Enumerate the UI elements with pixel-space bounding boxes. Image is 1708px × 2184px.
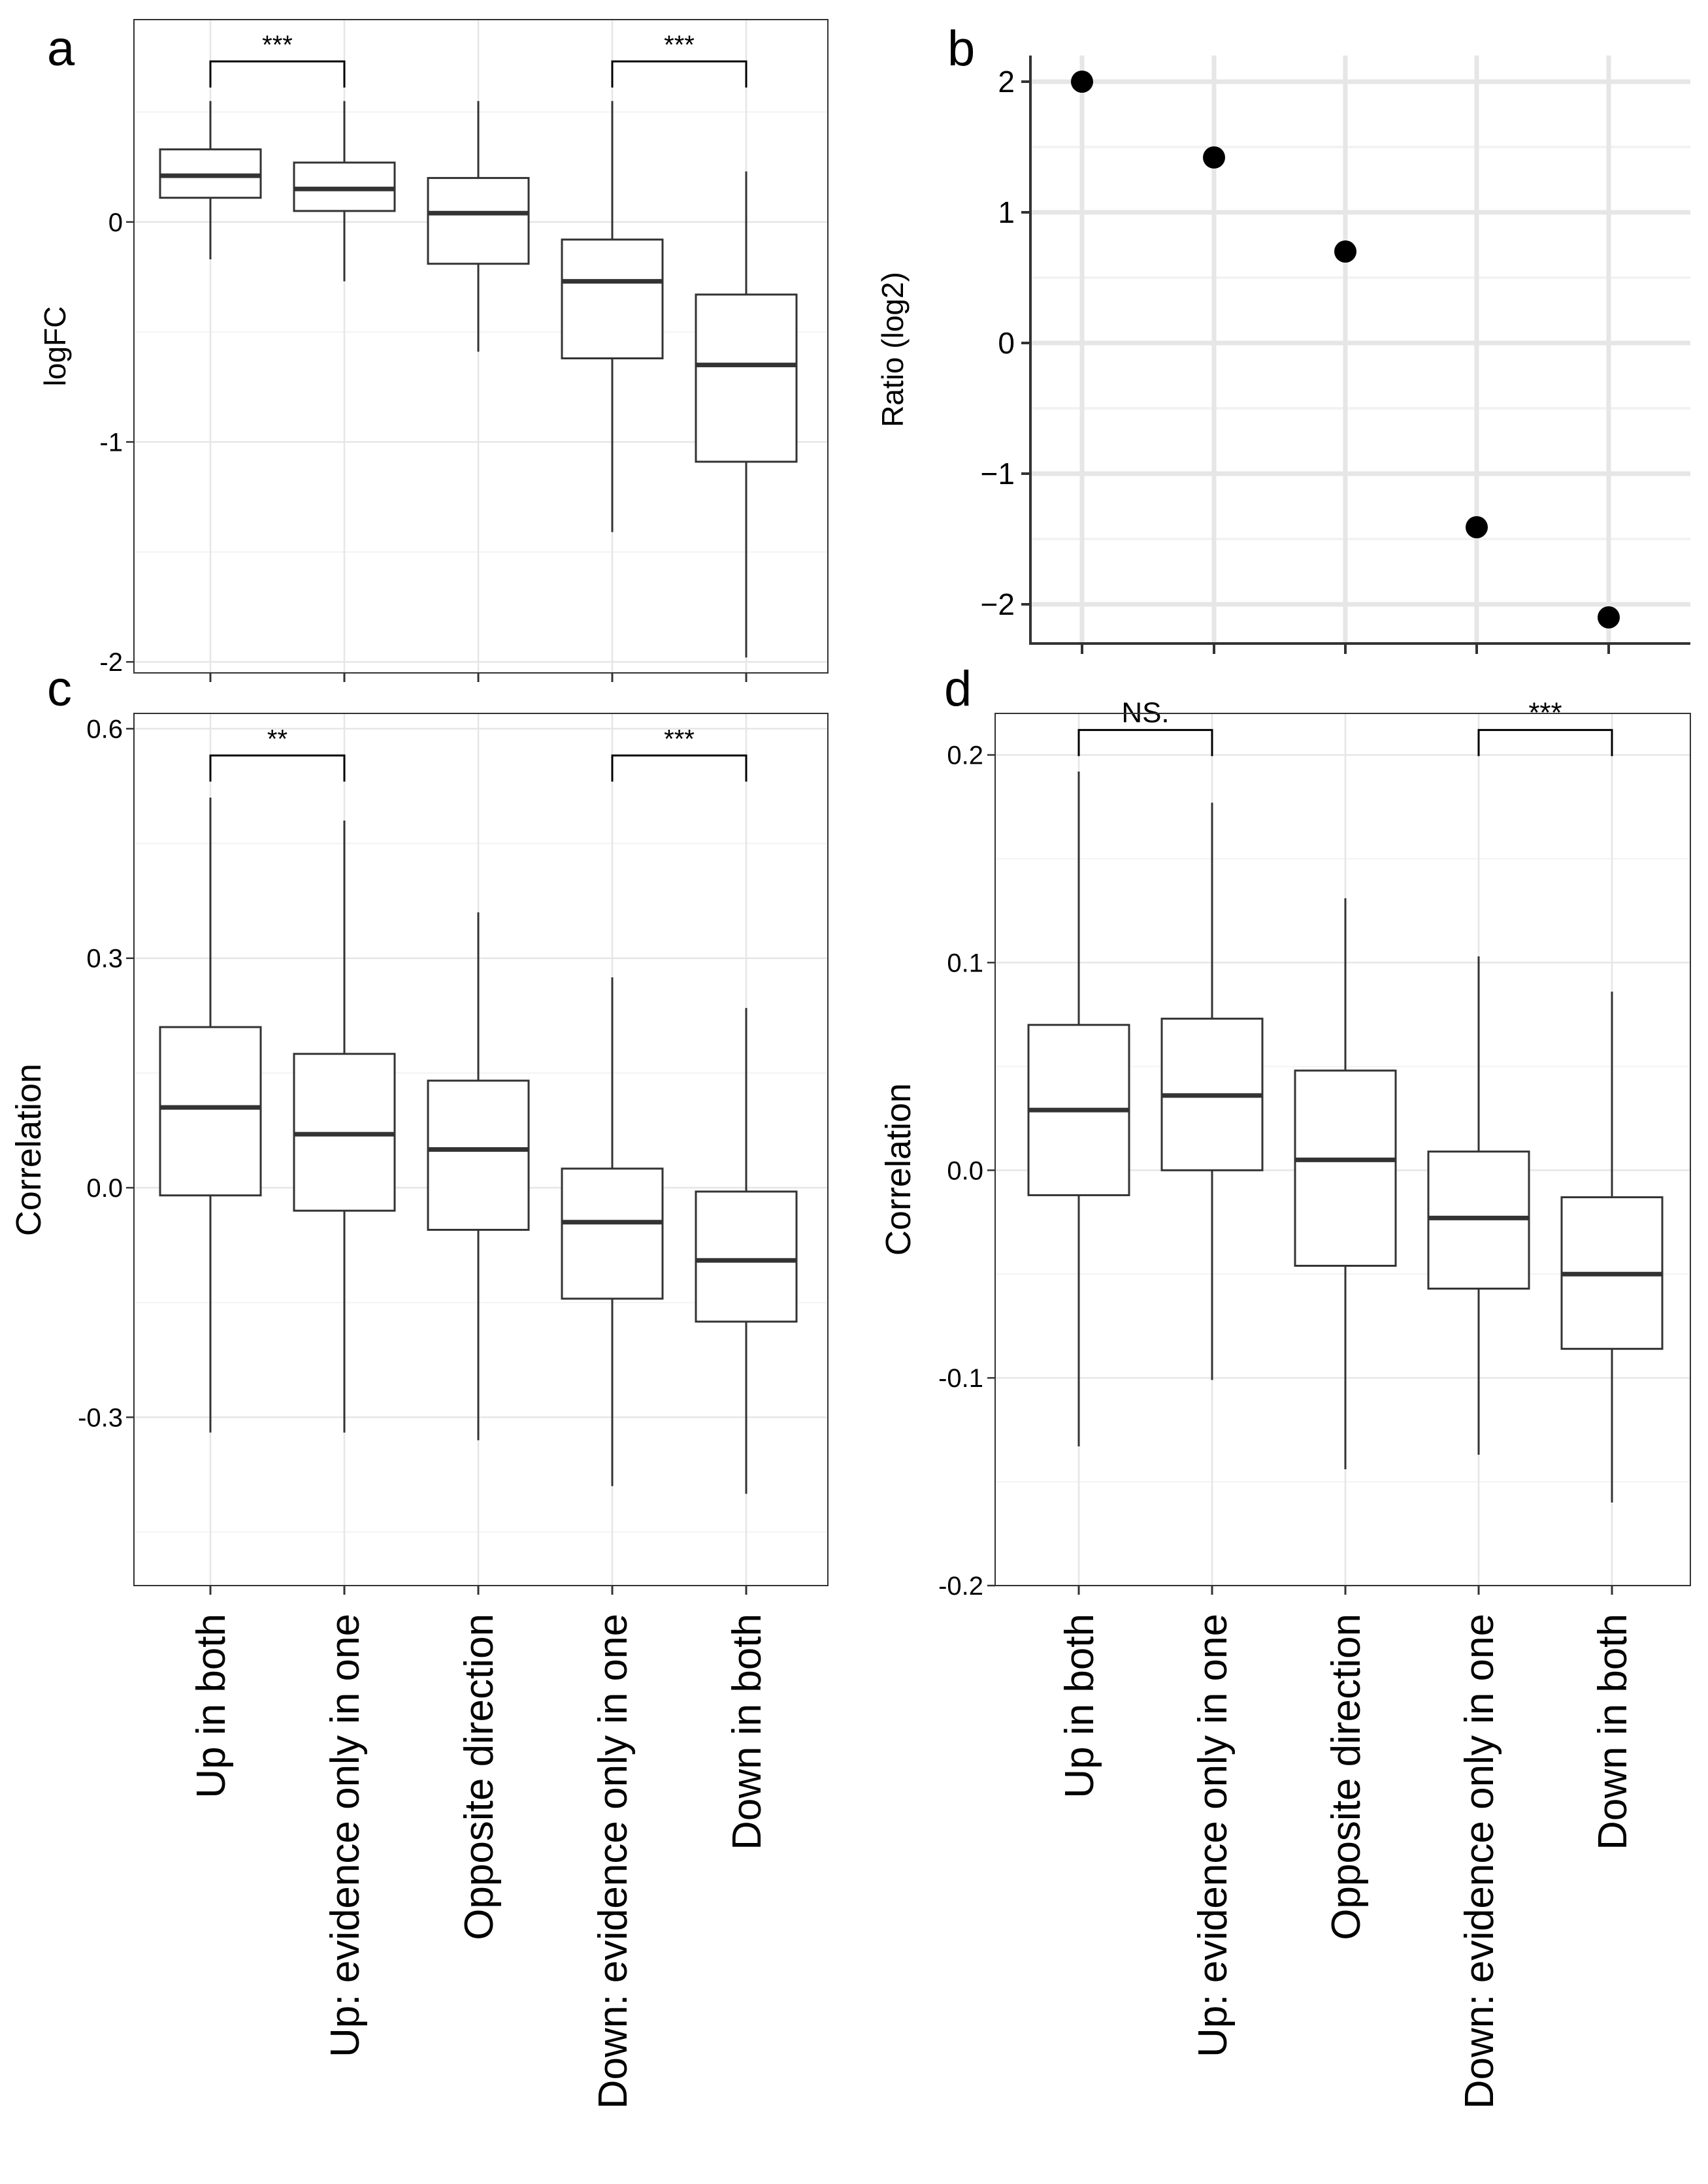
d-ytick-label: 0.1 (947, 949, 983, 977)
d-comparison-label: NS. (1121, 696, 1169, 728)
a-comparison-1: *** (209, 31, 346, 88)
left-category-label-3: Opposite direction (457, 1614, 502, 1940)
category-labels-right: Up in both Up: evidence only in one Opposi… (1057, 1614, 1635, 2109)
a-box-3 (427, 101, 530, 352)
d-comparison-label: *** (1528, 696, 1562, 728)
left-category-label-4: Down: evidence only in one (591, 1614, 636, 2109)
panel-c-letter: c (47, 661, 72, 717)
a-comparison-bracket (611, 60, 747, 88)
a-box-2 (293, 101, 396, 282)
a-box-4-iqr (561, 238, 664, 360)
a-box-4 (561, 101, 664, 532)
c-box-5-iqr (695, 1190, 798, 1323)
c-ytick-label: 0.6 (86, 715, 123, 743)
c-box-1 (159, 797, 262, 1433)
b-ytick-label: 1 (998, 195, 1015, 229)
d-comparison-2: *** (1477, 696, 1613, 757)
d-comparison-1: NS. (1077, 696, 1213, 757)
b-ytick-label: −1 (981, 457, 1015, 491)
b-point-5 (1598, 606, 1620, 628)
c-box-4 (561, 977, 664, 1486)
a-comparison-label: *** (262, 31, 293, 59)
d-box-4 (1427, 956, 1530, 1455)
c-ytick-label: 0.0 (86, 1174, 123, 1203)
right-category-label-4: Down: evidence only in one (1457, 1614, 1502, 2109)
right-category-label-5: Down in both (1590, 1614, 1635, 1850)
a-comparison-label: *** (664, 31, 695, 59)
panel-d-ylabel: Correlation (879, 1083, 918, 1256)
c-comparison-bracket (611, 754, 747, 782)
b-point-3 (1334, 240, 1356, 263)
d-ytick-label: -0.2 (938, 1572, 983, 1601)
d-ytick-label: -0.1 (938, 1364, 983, 1393)
panel-b-ylabel: Ratio (log2) (876, 272, 910, 427)
a-box-3-iqr (427, 176, 530, 265)
d-box-3 (1294, 898, 1397, 1469)
a-box-1 (159, 101, 262, 260)
d-box-5 (1560, 991, 1664, 1503)
right-category-label-2: Up: evidence only in one (1191, 1614, 1236, 2057)
a-comparison-2: *** (611, 31, 747, 88)
d-ytick-label: 0.2 (947, 742, 983, 770)
panel-a-frame (133, 19, 829, 674)
panel-b: 2 1 0 −1 −2 Ratio (log2) b (876, 21, 1690, 654)
c-box-3-iqr (427, 1079, 530, 1231)
c-box-2 (293, 820, 396, 1433)
d-comparison-bracket (1477, 728, 1613, 757)
b-ytick-label: 0 (998, 326, 1015, 360)
c-comparison-label: *** (664, 725, 695, 753)
c-box-1-iqr (159, 1026, 262, 1197)
b-ytick-label: −2 (981, 587, 1015, 621)
a-ytick-label: -1 (99, 428, 123, 457)
c-comparison-1: ** (209, 725, 346, 782)
panel-c-frame (133, 713, 829, 1586)
c-ytick-label: -0.3 (78, 1403, 123, 1432)
panel-a-letter: a (47, 21, 75, 76)
c-comparison-2: *** (611, 725, 747, 782)
panel-a-ylabel: logFC (38, 306, 72, 387)
a-box-5 (695, 171, 798, 658)
panel-c: ** *** 0.60.30.0-0.3 Correlation c (9, 661, 829, 1595)
b-point-1 (1071, 71, 1093, 93)
panel-d-frame (994, 713, 1691, 1586)
d-box-3-iqr (1294, 1069, 1397, 1267)
panel-b-letter: b (947, 21, 975, 76)
left-category-label-1: Up in both (189, 1614, 234, 1799)
c-box-3 (427, 912, 530, 1441)
a-comparison-bracket (209, 60, 346, 88)
c-box-4-iqr (561, 1167, 664, 1300)
d-box-1 (1027, 772, 1130, 1447)
a-box-5-iqr (695, 293, 798, 463)
left-category-label-5: Down in both (725, 1614, 770, 1850)
panel-d: NS. *** 0.2 0.1 0.0 -0.1 -0.2 Correlation d (879, 661, 1691, 1601)
left-category-label-2: Up: evidence only in one (323, 1614, 368, 2057)
panel-a: *** *** 0 -1 -2 logFC a (38, 19, 829, 682)
panel-c-ylabel: Correlation (9, 1064, 48, 1236)
c-comparison-bracket (209, 754, 346, 782)
right-category-label-1: Up in both (1057, 1614, 1102, 1799)
a-ytick-label: -2 (99, 648, 123, 677)
c-box-5 (695, 1007, 798, 1494)
panel-b-axis-lines (1029, 56, 1690, 645)
a-ytick-label: 0 (108, 208, 123, 237)
b-point-4 (1466, 516, 1488, 538)
b-point-2 (1203, 146, 1225, 169)
panel-d-letter: d (944, 661, 972, 717)
d-comparison-bracket (1077, 728, 1213, 757)
c-ytick-label: 0.3 (86, 945, 123, 973)
category-labels-left: Up in both Up: evidence only in one Opposi… (189, 1614, 770, 2109)
c-comparison-label: ** (267, 725, 287, 753)
d-box-2 (1160, 802, 1264, 1380)
d-ytick-label: 0.0 (947, 1156, 983, 1185)
b-ytick-label: 2 (998, 65, 1015, 99)
right-category-label-3: Opposite direction (1324, 1614, 1369, 1940)
